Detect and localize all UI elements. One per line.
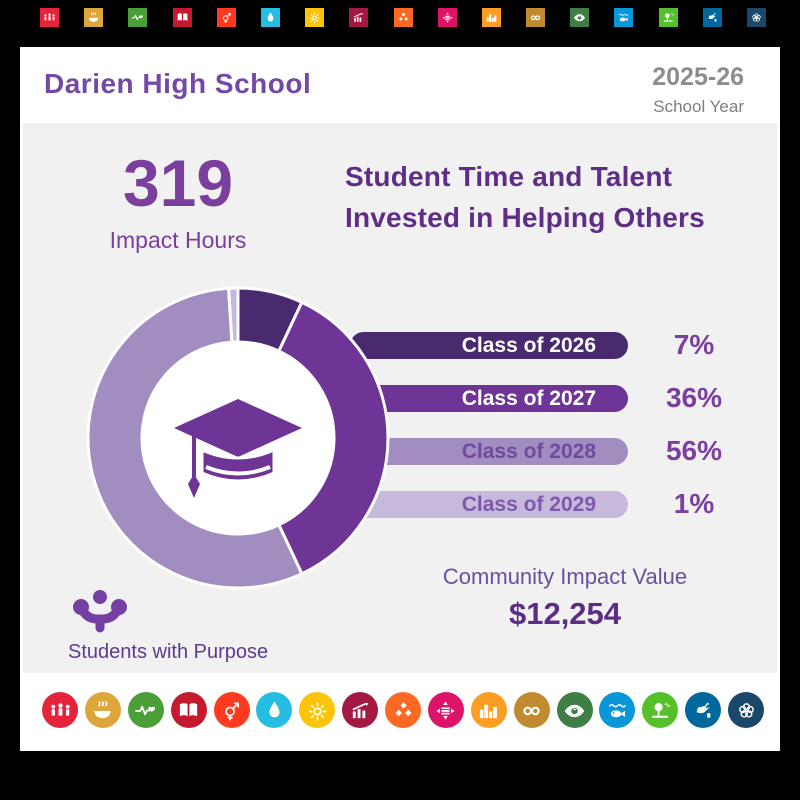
sdg-circle [256, 692, 292, 728]
climate-action-icon [573, 11, 586, 24]
partnerships-icon [735, 699, 758, 722]
good-health-icon [134, 699, 157, 722]
sdg-square [173, 8, 192, 27]
sdg-circle [385, 692, 421, 728]
reduced-inequalities-icon [434, 699, 457, 722]
sustainable-cities-icon [485, 11, 498, 24]
sdg-bottom-strip [42, 692, 764, 728]
quality-education-icon [177, 699, 200, 722]
sdg-square [128, 8, 147, 27]
students-with-purpose-label: Students with Purpose [68, 641, 348, 664]
sdg-circle [471, 692, 507, 728]
class-percentage: 1% [651, 488, 737, 520]
sdg-square [40, 8, 59, 27]
sdg-circle [342, 692, 378, 728]
peace-justice-icon [692, 699, 715, 722]
no-poverty-icon [49, 699, 72, 722]
sdg-circle [171, 692, 207, 728]
school-year-block: 2025-26 School Year [652, 64, 744, 117]
responsible-consumption-icon [520, 699, 543, 722]
sustainable-cities-icon [477, 699, 500, 722]
life-on-land-icon [662, 11, 675, 24]
donut-chart [78, 278, 398, 598]
sdg-square [349, 8, 368, 27]
sdg-circle [128, 692, 164, 728]
class-percentage: 56% [651, 435, 737, 467]
community-impact-block: Community Impact Value $12,254 [415, 564, 715, 632]
no-poverty-icon [43, 11, 56, 24]
school-name: Darien High School [44, 68, 311, 100]
sdg-square [482, 8, 501, 27]
sdg-square [570, 8, 589, 27]
clean-water-icon [263, 699, 286, 722]
sdg-circle [685, 692, 721, 728]
sdg-circle [599, 692, 635, 728]
life-below-water-icon [617, 11, 630, 24]
community-impact-label: Community Impact Value [415, 564, 715, 590]
sdg-square [614, 8, 633, 27]
sdg-square [659, 8, 678, 27]
community-impact-value: $12,254 [415, 596, 715, 632]
sdg-circle [557, 692, 593, 728]
sdg-top-strip [40, 8, 766, 27]
responsible-consumption-icon [529, 11, 542, 24]
sdg-circle [299, 692, 335, 728]
affordable-energy-icon [306, 699, 329, 722]
class-percentage: 36% [651, 382, 737, 414]
climate-action-icon [563, 699, 586, 722]
sdg-circle [728, 692, 764, 728]
class-percentage: 7% [651, 329, 737, 361]
gender-equality-icon [220, 11, 233, 24]
donut-segment [229, 288, 238, 342]
life-on-land-icon [649, 699, 672, 722]
content-panel: 319 Impact Hours Student Time and Talent… [23, 123, 777, 673]
sdg-square [394, 8, 413, 27]
sdg-square [703, 8, 722, 27]
sdg-square [217, 8, 236, 27]
sdg-square [305, 8, 324, 27]
clean-water-icon [264, 11, 277, 24]
infographic-page: Darien High School 2025-26 School Year 3… [0, 0, 800, 800]
decent-work-icon [352, 11, 365, 24]
school-year: 2025-26 [652, 64, 744, 90]
school-year-label: School Year [652, 97, 744, 117]
card-header: Darien High School 2025-26 School Year [20, 47, 780, 123]
sdg-square [84, 8, 103, 27]
zero-hunger-icon [91, 699, 114, 722]
industry-innovation-icon [392, 699, 415, 722]
industry-innovation-icon [397, 11, 410, 24]
gender-equality-icon [220, 699, 243, 722]
students-with-purpose-logo: Students with Purpose [68, 588, 348, 664]
students-with-purpose-icon [73, 588, 129, 634]
sdg-square [747, 8, 766, 27]
sdg-circle [642, 692, 678, 728]
sdg-circle [85, 692, 121, 728]
sdg-square [261, 8, 280, 27]
affordable-energy-icon [308, 11, 321, 24]
report-card: Darien High School 2025-26 School Year 3… [20, 47, 780, 751]
decent-work-icon [349, 699, 372, 722]
good-health-icon [131, 11, 144, 24]
sdg-square [438, 8, 457, 27]
sdg-circle [428, 692, 464, 728]
quality-education-icon [176, 11, 189, 24]
partnerships-icon [750, 11, 763, 24]
sdg-circle [514, 692, 550, 728]
life-below-water-icon [606, 699, 629, 722]
sdg-circle [214, 692, 250, 728]
reduced-inequalities-icon [441, 11, 454, 24]
sdg-circle [42, 692, 78, 728]
sdg-square [526, 8, 545, 27]
peace-justice-icon [706, 11, 719, 24]
zero-hunger-icon [87, 11, 100, 24]
